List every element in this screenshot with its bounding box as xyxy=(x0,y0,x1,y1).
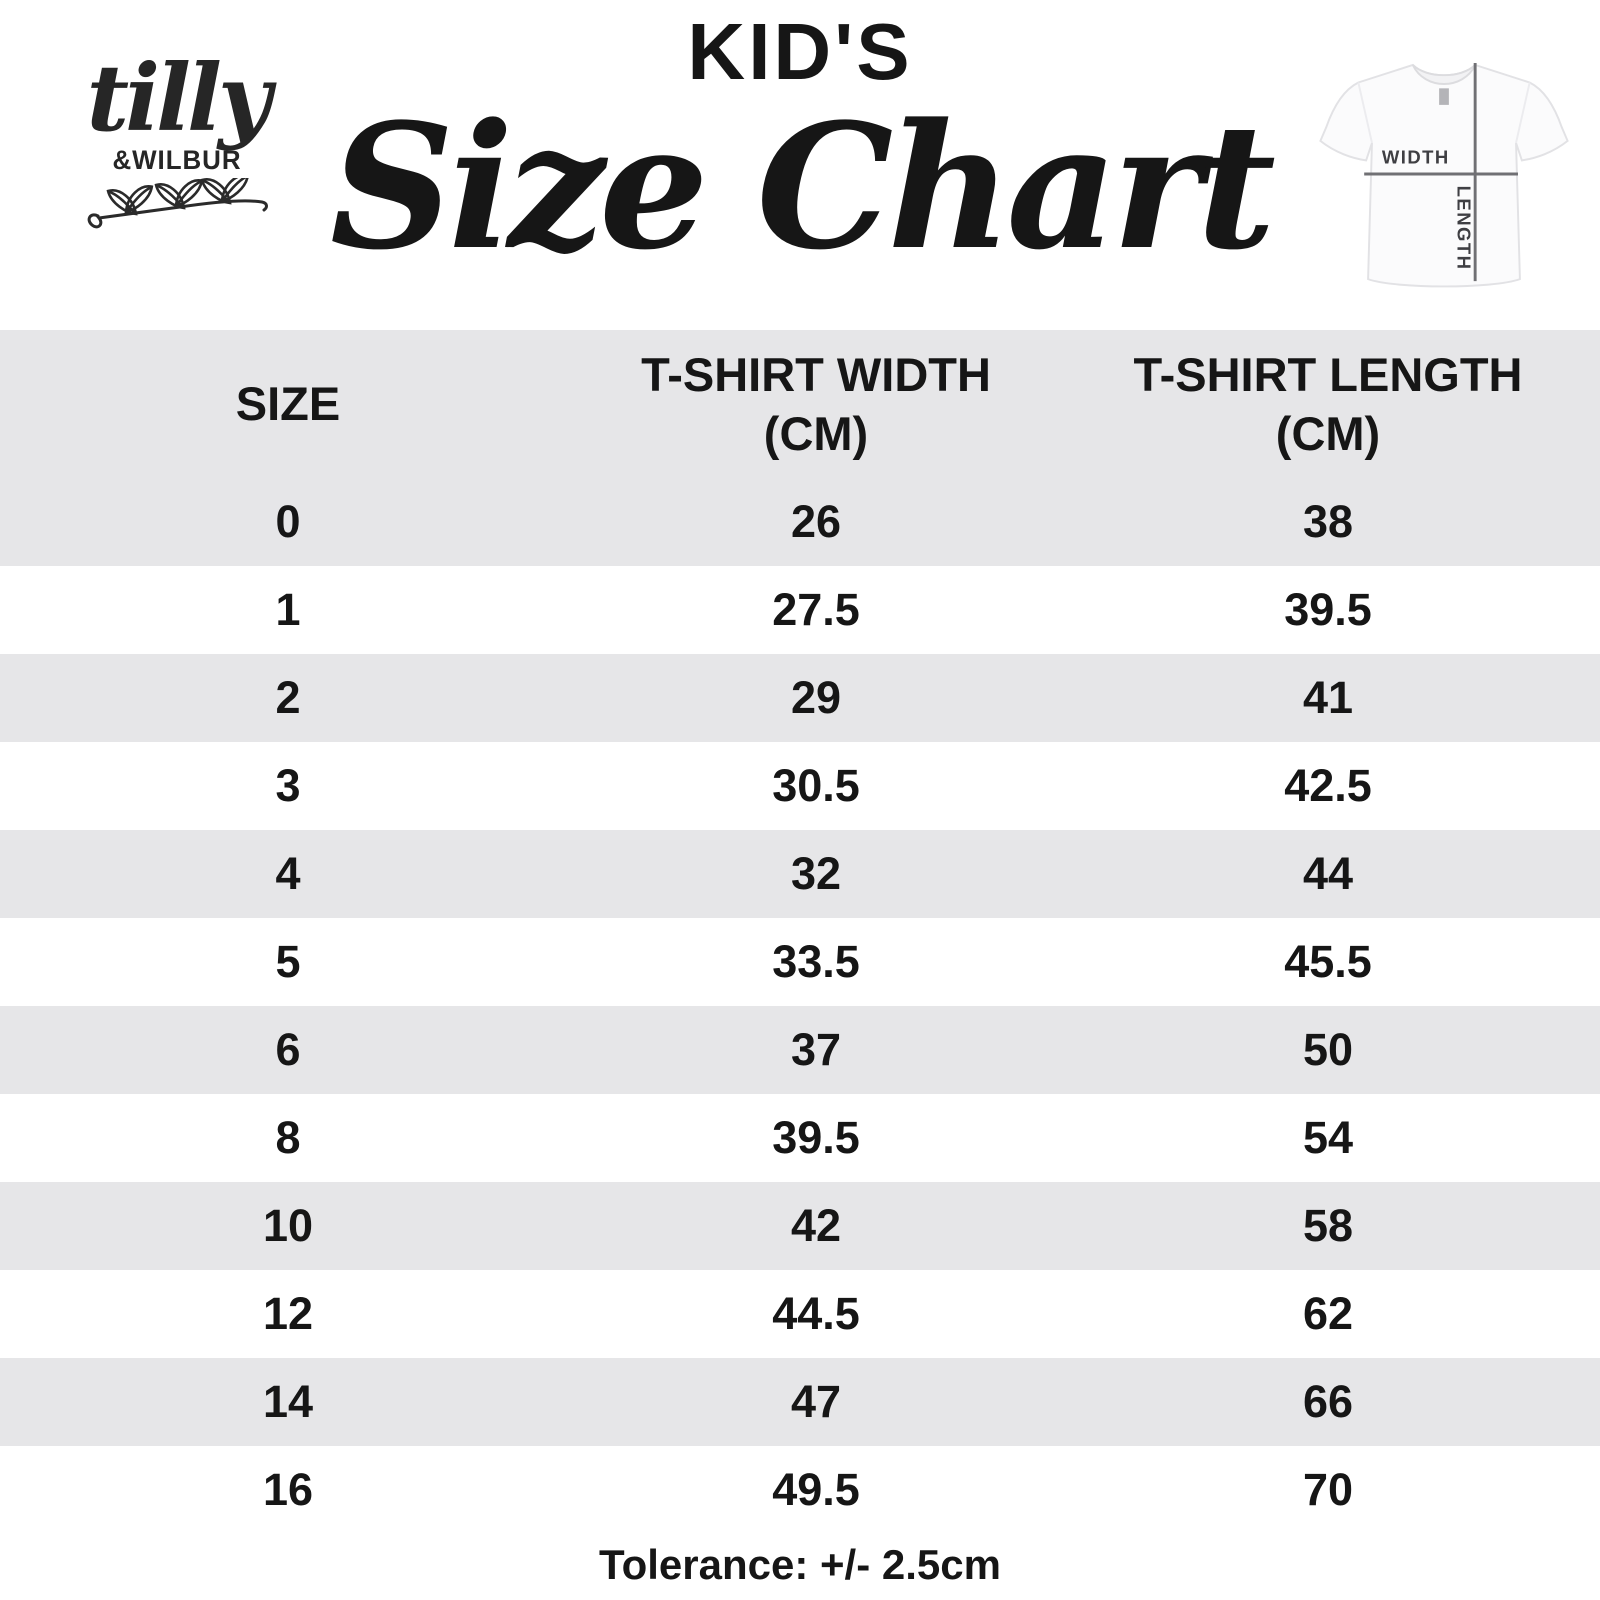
width-cell: 39.5 xyxy=(772,1112,860,1163)
length-cell: 62 xyxy=(1302,1288,1354,1339)
size-cell: 5 xyxy=(275,936,301,987)
size-cell: 16 xyxy=(262,1464,314,1515)
table-row: 10 42 58 xyxy=(0,1182,1600,1270)
table-row: 0 26 38 xyxy=(0,478,1600,566)
width-cell: 26 xyxy=(790,496,842,547)
column-header-length: T-SHIRT LENGTH (CM) xyxy=(1133,347,1523,460)
table-row: 2 29 41 xyxy=(0,654,1600,742)
width-cell: 30.5 xyxy=(772,760,860,811)
laurel-branch-icon xyxy=(87,177,268,229)
width-cell: 42 xyxy=(790,1200,842,1251)
brand-name-script: tilly xyxy=(86,44,272,152)
width-cell: 32 xyxy=(790,848,842,899)
size-cell: 4 xyxy=(275,848,301,899)
length-cell: 45.5 xyxy=(1284,936,1372,987)
size-cell: 2 xyxy=(275,672,301,723)
table-row: 5 33.5 45.5 xyxy=(0,918,1600,1006)
length-cell: 38 xyxy=(1302,496,1354,547)
length-cell: 58 xyxy=(1302,1200,1354,1251)
length-cell: 44 xyxy=(1302,848,1354,899)
length-cell: 70 xyxy=(1302,1464,1354,1515)
tolerance-note: Tolerance: +/- 2.5cm xyxy=(599,1541,1001,1588)
table-row: 12 44.5 62 xyxy=(0,1270,1600,1358)
width-cell: 44.5 xyxy=(772,1288,860,1339)
length-cell: 41 xyxy=(1302,672,1354,723)
width-cell: 29 xyxy=(790,672,842,723)
size-cell: 8 xyxy=(275,1112,301,1163)
table-row: 1 27.5 39.5 xyxy=(0,566,1600,654)
column-header-width: T-SHIRT WIDTH (CM) xyxy=(641,347,991,460)
size-cell: 0 xyxy=(275,496,301,547)
size-cell: 10 xyxy=(262,1200,314,1251)
length-cell: 66 xyxy=(1302,1376,1354,1427)
size-table: SIZE T-SHIRT WIDTH (CM) T-SHIRT LENGTH (… xyxy=(0,330,1600,1534)
width-cell: 47 xyxy=(790,1376,842,1427)
table-header-row: SIZE T-SHIRT WIDTH (CM) T-SHIRT LENGTH (… xyxy=(0,330,1600,478)
brand-logo: tilly &WILBUR xyxy=(72,44,282,242)
length-cell: 54 xyxy=(1302,1112,1354,1163)
width-cell: 37 xyxy=(790,1024,842,1075)
table-row: 16 49.5 70 xyxy=(0,1446,1600,1534)
length-cell: 39.5 xyxy=(1284,584,1372,635)
size-cell: 3 xyxy=(275,760,301,811)
page-title: Size Chart xyxy=(329,85,1276,288)
tshirt-diagram: WIDTH LENGTH xyxy=(1319,63,1569,288)
column-header-size: SIZE xyxy=(235,377,341,431)
length-label: LENGTH xyxy=(1454,186,1475,271)
table-row: 3 30.5 42.5 xyxy=(0,742,1600,830)
size-cell: 14 xyxy=(262,1376,314,1427)
page-kicker: KID'S xyxy=(687,7,913,96)
table-row: 14 47 66 xyxy=(0,1358,1600,1446)
brand-name-sub: &WILBUR xyxy=(112,144,242,175)
width-cell: 27.5 xyxy=(772,584,860,635)
size-cell: 1 xyxy=(275,584,301,635)
neck-label xyxy=(1439,88,1449,105)
width-label: WIDTH xyxy=(1382,146,1450,167)
size-cell: 6 xyxy=(275,1024,301,1075)
width-cell: 49.5 xyxy=(772,1464,860,1515)
width-cell: 33.5 xyxy=(772,936,860,987)
size-cell: 12 xyxy=(262,1288,314,1339)
table-row: 6 37 50 xyxy=(0,1006,1600,1094)
table-row: 8 39.5 54 xyxy=(0,1094,1600,1182)
table-row: 4 32 44 xyxy=(0,830,1600,918)
length-cell: 50 xyxy=(1302,1024,1354,1075)
length-cell: 42.5 xyxy=(1284,760,1372,811)
